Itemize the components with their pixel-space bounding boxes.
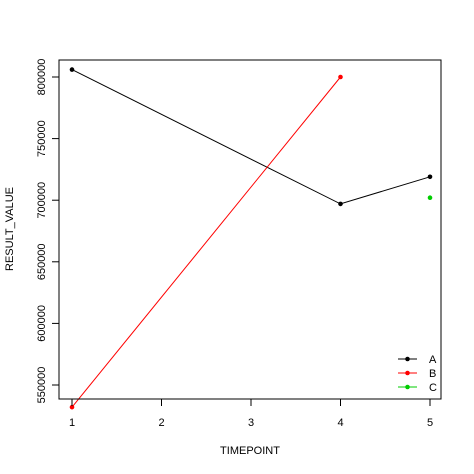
y-tick-label: 550000 (36, 367, 48, 404)
series-a-point (69, 67, 75, 72)
y-tick-label: 700000 (36, 182, 48, 219)
y-tick-label: 650000 (36, 243, 48, 280)
legend-a-marker (405, 356, 410, 362)
y-tick-label: 600000 (36, 305, 48, 342)
chart-axes: 1 2 3 4 5 550000 600000 650000 700000 750000 80000… (36, 59, 442, 429)
chart-marks (69, 67, 433, 410)
legend-b-marker (405, 370, 410, 376)
series-a-line (71, 69, 431, 205)
legend-b-label: B (429, 368, 436, 380)
legend-c-marker (405, 384, 410, 390)
x-tick-label: 3 (248, 417, 254, 429)
y-axis-title: RESULT_VALUE (4, 187, 16, 271)
series-b-point (69, 404, 75, 410)
x-tick-label: 2 (158, 417, 164, 429)
x-tick-label: 1 (69, 417, 75, 429)
legend-a-label: A (429, 354, 437, 366)
series-b-line (71, 76, 341, 408)
x-tick-label: 4 (337, 417, 343, 429)
series-a-point (338, 201, 343, 207)
y-tick-label: 800000 (36, 59, 48, 96)
y-tick-label: 750000 (36, 120, 48, 157)
x-axis-title: TIMEPOINT (220, 445, 280, 457)
series-a-point (427, 174, 433, 180)
series-c-point (427, 195, 433, 201)
series-b-point (338, 74, 343, 80)
plot-frame (58, 59, 442, 400)
x-tick-label: 5 (427, 417, 433, 429)
legend-c-label: C (429, 382, 437, 394)
legend: ABC (398, 354, 437, 394)
